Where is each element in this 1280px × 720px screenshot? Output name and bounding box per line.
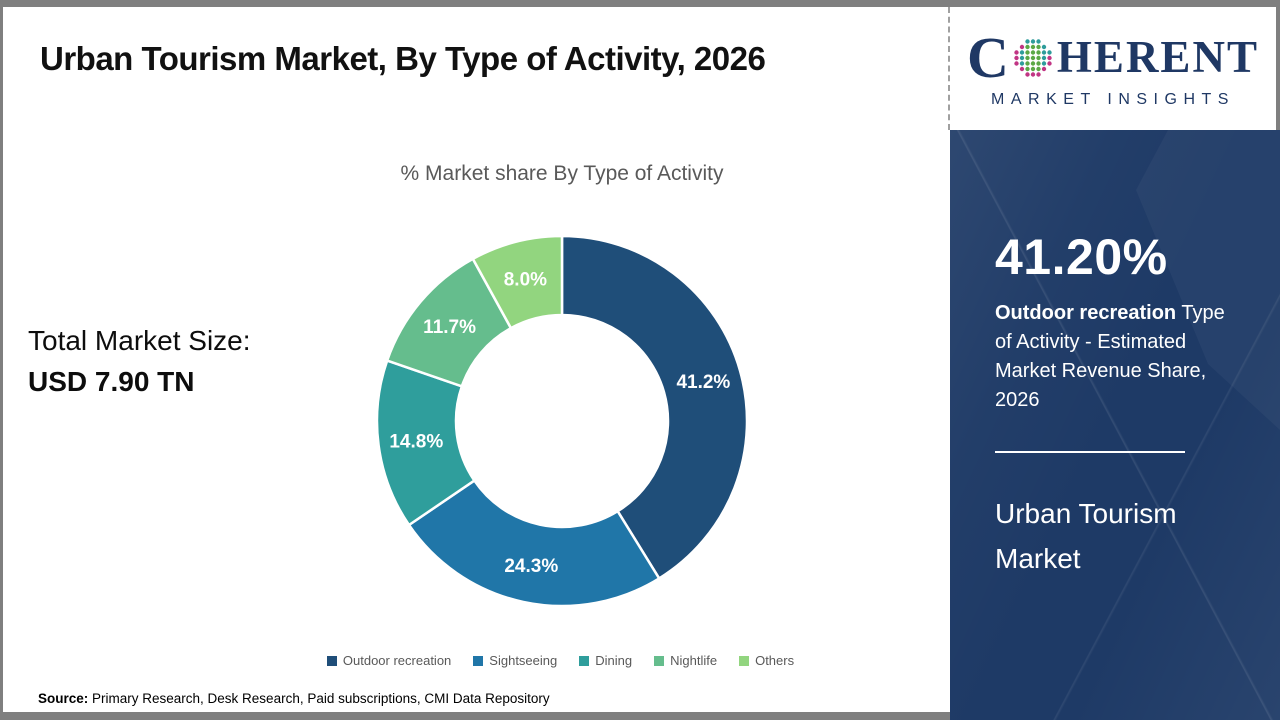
globe-dot	[1047, 49, 1052, 55]
globe-dot	[1036, 44, 1041, 49]
globe-dot	[1036, 71, 1041, 77]
donut-slice	[471, 234, 564, 330]
donut-chart-container: 41.2% 24.3% 14.8% 11.7% 8.0%	[374, 233, 750, 609]
page-title: Urban Tourism Market, By Type of Activit…	[40, 40, 766, 77]
legend-swatch-icon	[326, 655, 337, 666]
globe-dot	[1019, 49, 1025, 55]
logo-tagline: MARKET INSIGHTS	[991, 90, 1235, 108]
legend-item: Nightlife	[654, 653, 717, 668]
total-market-size-label: Total Market Size:	[28, 325, 251, 356]
globe-dot	[1030, 44, 1036, 49]
highlight-sidebar: 41.20% Outdoor recreation Type of Activi…	[950, 130, 1280, 720]
highlight-percentage: 41.20%	[995, 229, 1168, 285]
globe-dot	[1030, 60, 1036, 66]
chart-panel: Urban Tourism Market, By Type of Activit…	[3, 7, 950, 712]
donut-chart: 41.2% 24.3% 14.8% 11.7% 8.0%	[375, 234, 749, 608]
brand-logo-panel: C HERENT MARKET INSIGHTS	[948, 7, 1276, 130]
globe-dot	[1025, 38, 1030, 44]
globe-dot	[1041, 66, 1047, 71]
legend-label: Dining	[595, 653, 633, 668]
chart-legend: Outdoor recreation Sightseeing Dining Night…	[293, 653, 828, 668]
total-market-size-value: USD 7.90 TN	[28, 366, 195, 397]
slice-value-label: 8.0%	[504, 270, 547, 291]
globe-dot	[1025, 71, 1030, 77]
sidebar-content: 41.20% Outdoor recreation Type of Activi…	[950, 130, 1280, 582]
globe-dot	[1019, 44, 1025, 49]
globe-dot	[1041, 55, 1047, 60]
legend-swatch-icon	[579, 655, 590, 666]
slice-value-label: 24.3%	[504, 556, 558, 577]
donut-slice	[407, 479, 661, 608]
donut-slice	[560, 234, 749, 580]
globe-dot	[1030, 66, 1036, 71]
sidebar-divider	[995, 451, 1185, 453]
globe-dot	[1036, 49, 1041, 55]
legend-swatch-icon	[473, 655, 484, 666]
globe-dot	[1019, 60, 1025, 66]
legend-swatch-icon	[739, 655, 750, 666]
globe-dot	[1030, 71, 1036, 77]
globe-dot	[1036, 38, 1041, 44]
globe-dot	[1030, 49, 1036, 55]
globe-dot	[1014, 49, 1019, 55]
legend-label: Sightseeing	[489, 653, 558, 668]
total-market-size-block: Total Market Size: USD 7.90 TN	[28, 325, 251, 398]
globe-dot	[1014, 55, 1019, 60]
legend-item: Dining	[579, 653, 632, 668]
highlight-description: Outdoor recreation Type of Activity - Es…	[995, 299, 1245, 415]
globe-dot	[1019, 55, 1025, 60]
brand-logo: C HERENT	[967, 24, 1259, 90]
logo-letter-c: C	[967, 24, 1009, 90]
globe-dot	[1025, 44, 1030, 49]
highlight-segment-name: Outdoor recreation	[995, 302, 1177, 324]
globe-dot	[1030, 55, 1036, 60]
globe-dot	[1025, 66, 1030, 71]
globe-dot	[1041, 44, 1047, 49]
globe-dot	[1041, 60, 1047, 66]
globe-dot	[1041, 49, 1047, 55]
globe-dot	[1030, 38, 1036, 44]
legend-swatch-icon	[654, 655, 665, 666]
globe-dot	[1025, 49, 1030, 55]
source-note: Source: Primary Research, Desk Research,…	[38, 691, 550, 706]
source-text: Primary Research, Desk Research, Paid su…	[88, 691, 550, 706]
globe-dot	[1047, 55, 1052, 60]
coherent-globe-icon	[1014, 38, 1052, 77]
globe-dot	[1025, 60, 1030, 66]
globe-dot	[1025, 55, 1030, 60]
slice-value-label: 41.2%	[676, 372, 730, 393]
globe-dot	[1047, 60, 1052, 66]
slice-value-label: 14.8%	[389, 431, 443, 452]
legend-label: Nightlife	[670, 653, 718, 668]
globe-dot	[1036, 60, 1041, 66]
legend-label: Others	[755, 653, 795, 668]
legend-item: Others	[739, 653, 794, 668]
legend-label: Outdoor recreation	[342, 653, 452, 668]
globe-dot	[1036, 55, 1041, 60]
globe-dot	[1019, 66, 1025, 71]
sidebar-market-name: Urban Tourism Market	[995, 498, 1177, 575]
globe-dot	[1036, 66, 1041, 71]
logo-word-rest: HERENT	[1056, 32, 1259, 82]
highlight-description-rest: Type of Activity - Estimated Market Reve…	[995, 302, 1225, 411]
legend-item: Sightseeing	[473, 653, 557, 668]
globe-dot	[1014, 60, 1019, 66]
legend-item: Outdoor recreation	[326, 653, 452, 668]
chart-subtitle: % Market share By Type of Activity	[400, 162, 724, 185]
source-label: Source:	[38, 691, 89, 706]
slice-value-label: 11.7%	[423, 317, 476, 338]
